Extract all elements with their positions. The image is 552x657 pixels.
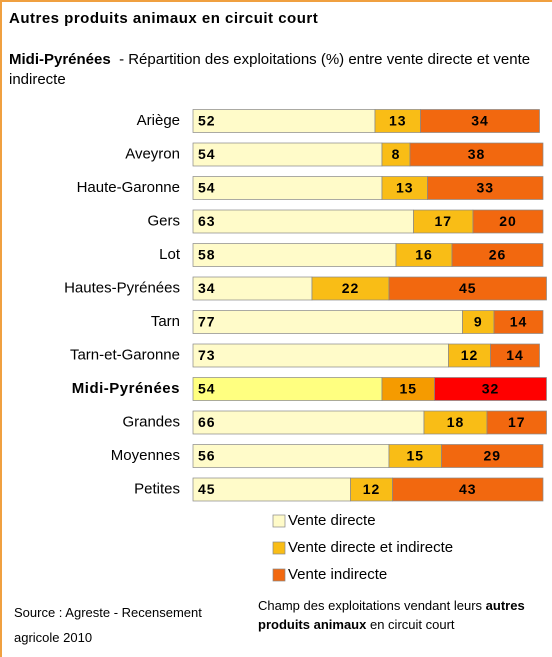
legend-label: Vente directe et indirecte (288, 539, 453, 556)
category-label: Gers (147, 212, 180, 229)
bar-segment (192, 410, 425, 435)
value-label: 34 (198, 280, 216, 296)
category-label: Tarn-et-Garonne (70, 346, 180, 363)
legend-label: Vente directe (288, 512, 376, 529)
bar-segment (192, 310, 463, 334)
bar-segment (388, 276, 547, 301)
bar-segment (192, 477, 351, 502)
value-label: 58 (198, 247, 216, 263)
value-label: 15 (406, 448, 424, 464)
value-label: 56 (198, 448, 216, 464)
legend-swatch (272, 568, 286, 582)
value-label: 34 (471, 113, 489, 129)
value-label: 17 (434, 213, 452, 229)
value-label: 15 (399, 381, 417, 397)
value-label: 77 (198, 314, 216, 330)
value-label: 54 (198, 180, 216, 196)
value-label: 22 (342, 280, 360, 296)
bar-segment (192, 243, 397, 267)
category-label: Midi-Pyrénées (72, 380, 180, 397)
category-label: Petites (134, 480, 180, 497)
note-text: en circuit court (369, 617, 455, 632)
subtitle-bold: Midi-Pyrénées (9, 51, 111, 68)
category-label: Aveyron (125, 145, 180, 162)
note: Champ des exploitations vendant leurs au… (258, 596, 548, 634)
bar-segment (409, 142, 544, 167)
bar-segment (420, 109, 540, 133)
bar-segment (192, 444, 390, 468)
chart-title: Autres produits animaux en circuit court (9, 10, 319, 27)
legend-label: Vente indirecte (288, 566, 387, 583)
value-label: 38 (468, 146, 486, 162)
value-label: 12 (461, 347, 479, 363)
value-label: 52 (198, 113, 216, 129)
bar-segment (486, 410, 547, 435)
bar-segment (192, 377, 383, 401)
value-label: 9 (474, 314, 483, 330)
category-label: Ariège (137, 112, 180, 129)
value-label: 45 (459, 280, 477, 296)
legend-swatch (272, 541, 286, 555)
bar-segment (192, 209, 414, 234)
category-label: Lot (159, 246, 181, 263)
value-label: 18 (447, 414, 465, 430)
bar-segment (192, 142, 383, 167)
category-label: Tarn (151, 313, 180, 330)
category-label: Grandes (122, 413, 180, 430)
value-label: 45 (198, 481, 216, 497)
value-label: 63 (198, 213, 216, 229)
bar-segment (441, 444, 544, 468)
bar-segment (451, 243, 544, 267)
value-label: 14 (506, 347, 524, 363)
value-label: 54 (198, 146, 216, 162)
value-label: 54 (198, 381, 216, 397)
category-label: Hautes-Pyrénées (64, 279, 180, 296)
bar-segment (493, 310, 544, 334)
source: Source : Agreste - Recensement agricole … (14, 605, 202, 645)
value-label: 16 (415, 247, 433, 263)
bar-segment (192, 109, 376, 133)
category-label: Moyennes (111, 447, 180, 464)
value-label: 73 (198, 347, 216, 363)
subtitle-text: - Répartition des exploitations (%) entr… (9, 51, 531, 88)
note-text: Champ des exploitations vendant leurs (258, 598, 483, 613)
subtitle: Midi-Pyrénées - Répartition des exploita… (9, 50, 539, 90)
note-bold: autres produits animaux (258, 598, 525, 632)
bar-segment (192, 176, 383, 200)
bar-segment (434, 377, 547, 401)
bar-segment (472, 209, 544, 234)
legend-swatch (272, 514, 286, 528)
value-label: 29 (483, 448, 501, 464)
value-label: 17 (508, 414, 526, 430)
category-label: Haute-Garonne (77, 179, 180, 196)
value-label: 43 (459, 481, 477, 497)
bar-segment (427, 176, 544, 200)
value-label: 12 (363, 481, 381, 497)
value-label: 13 (396, 180, 414, 196)
value-label: 32 (482, 381, 500, 397)
value-label: 14 (510, 314, 528, 330)
bar-segment (392, 477, 544, 502)
bar-segment (490, 343, 540, 368)
bar-segment (192, 343, 449, 368)
value-label: 20 (499, 213, 517, 229)
value-label: 13 (389, 113, 407, 129)
value-label: 66 (198, 414, 216, 430)
value-label: 8 (392, 146, 401, 162)
value-label: 33 (476, 180, 494, 196)
value-label: 26 (489, 247, 507, 263)
